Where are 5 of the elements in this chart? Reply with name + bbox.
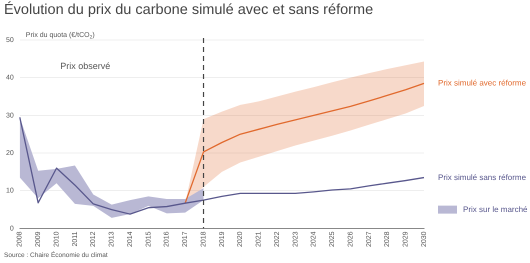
series-label: Prix simulé sans réforme — [438, 172, 527, 182]
legend-label: Prix sur le marché — [463, 204, 528, 214]
series-label: Prix simulé avec réforme — [438, 78, 527, 88]
chart-title: Évolution du prix du carbone simulé avec et sans réforme — [4, 2, 374, 18]
annotation: Prix observé — [60, 60, 110, 71]
